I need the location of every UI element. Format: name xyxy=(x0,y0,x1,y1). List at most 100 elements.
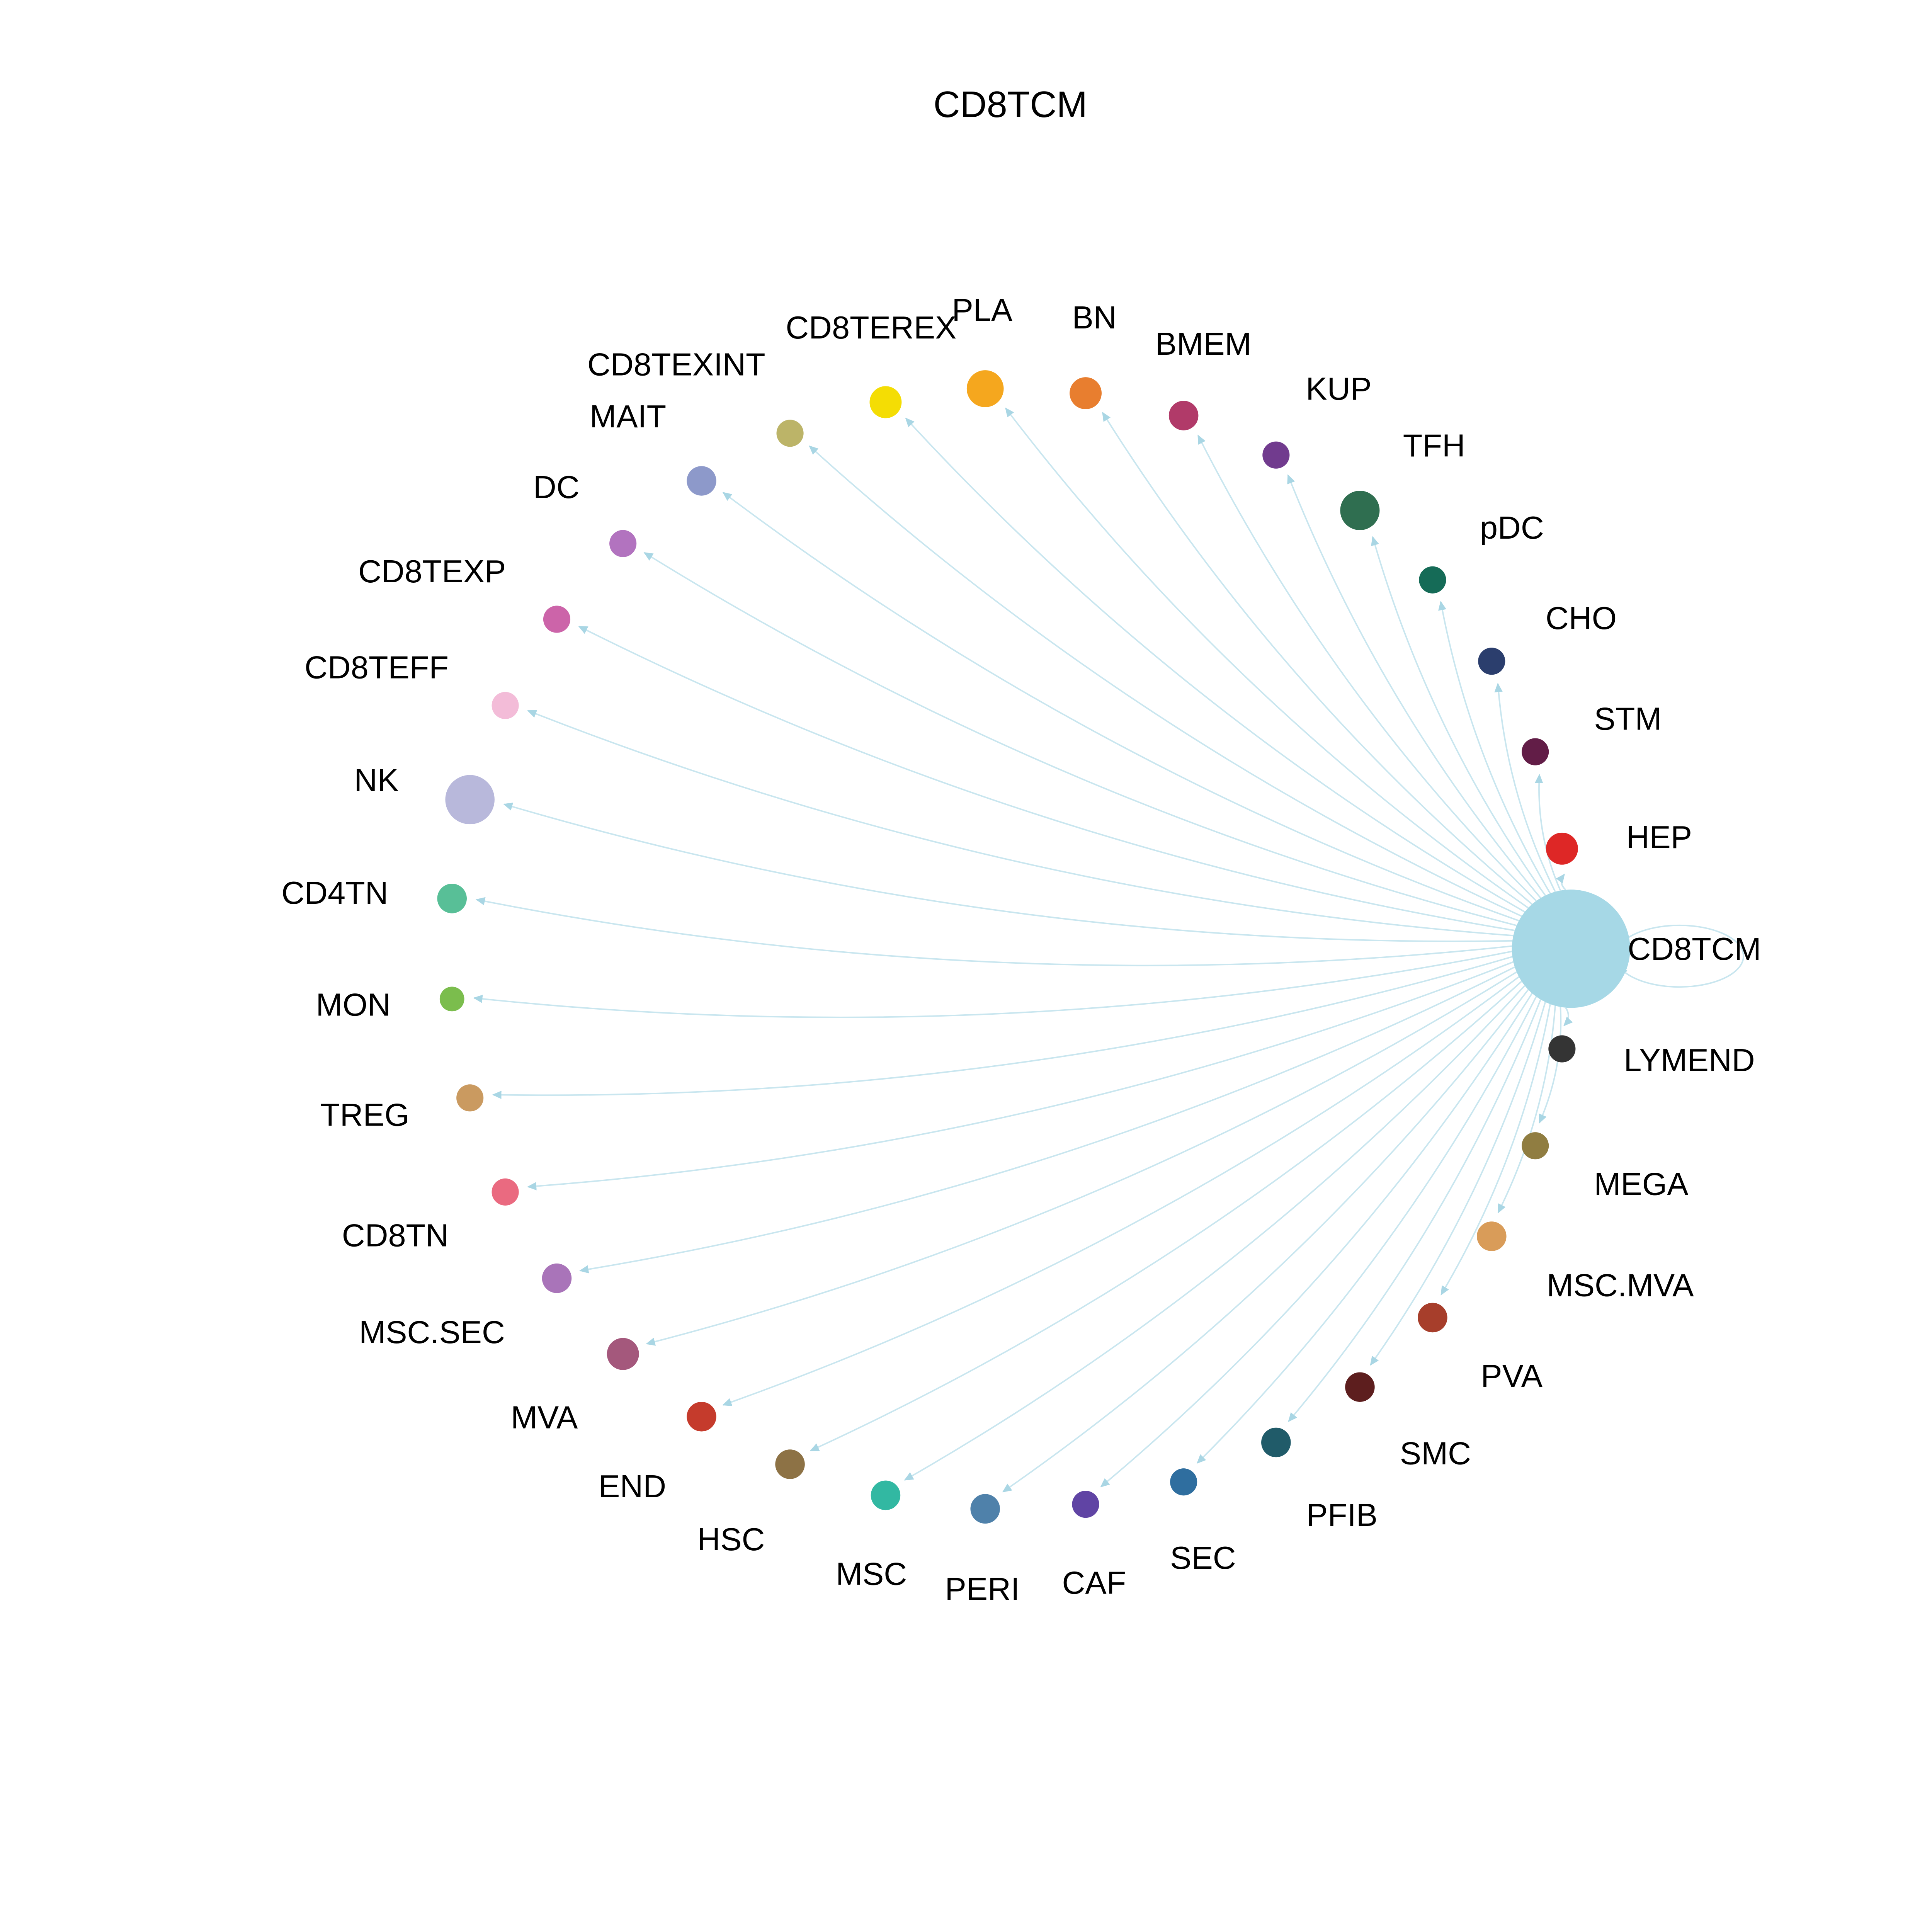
node-label-TFH: TFH xyxy=(1403,427,1465,463)
node-label-CD8TEFF: CD8TEFF xyxy=(304,649,449,685)
edge-CD8TCM-to-STM xyxy=(1535,774,1561,891)
node-label-SMC: SMC xyxy=(1400,1435,1471,1471)
node-label-MSC: MSC xyxy=(836,1556,907,1592)
node-label-MAIT: MAIT xyxy=(590,398,666,434)
edge-CD8TCM-to-MVA xyxy=(646,971,1517,1346)
node-CD8TEREX xyxy=(869,386,902,418)
node-label-CD8TEXINT: CD8TEXINT xyxy=(587,347,765,383)
node-CAF xyxy=(1072,1491,1099,1518)
node-label-NK: NK xyxy=(354,762,399,798)
node-SMC xyxy=(1345,1372,1375,1402)
node-pDC xyxy=(1419,566,1446,594)
node-label-BMEM: BMEM xyxy=(1155,326,1252,362)
node-MAIT xyxy=(687,466,716,496)
node-label-STM: STM xyxy=(1594,701,1662,736)
node-label-CD8TEREX: CD8TEREX xyxy=(786,310,956,345)
node-CD8TEXINT xyxy=(776,420,804,447)
node-label-MSC.MVA: MSC.MVA xyxy=(1547,1267,1694,1303)
node-label-PFIB: PFIB xyxy=(1306,1497,1378,1533)
node-MON xyxy=(439,986,464,1012)
edge-CD8TCM-to-END xyxy=(722,976,1520,1406)
node-label-BN: BN xyxy=(1072,299,1117,335)
edge-CD8TCM-to-BN xyxy=(1102,412,1533,905)
node-MSC xyxy=(871,1480,901,1510)
edge-CD8TCM-to-CD4TN xyxy=(475,897,1512,966)
edge-CD8TCM-to-CAF xyxy=(1100,993,1533,1488)
edge-CD8TCM-to-CD8TEXP xyxy=(578,626,1515,931)
node-layer xyxy=(437,370,1630,1524)
edge-layer xyxy=(473,407,1744,1493)
node-CD8TEFF xyxy=(492,692,519,719)
node-CD8TN xyxy=(492,1178,519,1206)
edge-CD8TCM-to-KUP xyxy=(1287,474,1541,899)
edge-CD8TCM-to-TFH xyxy=(1371,536,1546,896)
edge-CD8TCM-to-pDC xyxy=(1438,600,1551,894)
edge-CD8TCM-to-TREG xyxy=(492,956,1513,1099)
node-label-HEP: HEP xyxy=(1626,819,1692,855)
edge-CD8TCM-to-BMEM xyxy=(1197,434,1537,901)
edge-CD8TCM-to-PLA xyxy=(1005,407,1529,909)
node-label-CD8TEXP: CD8TEXP xyxy=(358,553,506,589)
node-label-HSC: HSC xyxy=(697,1521,765,1557)
node-HEP xyxy=(1546,832,1578,865)
node-DC xyxy=(609,530,637,557)
node-BMEM xyxy=(1168,401,1199,430)
node-TFH xyxy=(1340,490,1380,531)
node-label-KUP: KUP xyxy=(1306,371,1371,406)
node-MSC.MVA xyxy=(1477,1221,1507,1251)
edge-CD8TCM-to-MAIT xyxy=(722,492,1519,922)
node-label-PERI: PERI xyxy=(945,1571,1020,1607)
node-label-END: END xyxy=(599,1468,666,1504)
node-label-MEGA: MEGA xyxy=(1594,1166,1689,1202)
node-label-MSC.SEC: MSC.SEC xyxy=(359,1314,505,1350)
node-label-PVA: PVA xyxy=(1481,1358,1543,1394)
edge-CD8TCM-to-LYMEND xyxy=(1563,1007,1573,1027)
edge-CD8TCM-to-PFIB xyxy=(1288,999,1541,1422)
node-label-TREG: TREG xyxy=(320,1097,409,1133)
label-layer: CD8TCM HEP STM CHO pDC TFH KUP BMEM BN PLACD8TERE… xyxy=(281,292,1761,1607)
node-MSC.SEC xyxy=(542,1263,572,1293)
node-label-CD8TCM: CD8TCM xyxy=(1628,931,1761,967)
edge-CD8TCM-to-MON xyxy=(473,951,1512,1018)
chart-title: CD8TCM xyxy=(934,84,1088,125)
edge-CD8TCM-to-CD8TEXINT xyxy=(809,445,1522,917)
node-label-MON: MON xyxy=(316,986,391,1022)
node-SEC xyxy=(1170,1468,1197,1496)
node-CD8TEXP xyxy=(543,605,571,633)
edge-CD8TCM-to-MSC.SEC xyxy=(579,966,1515,1274)
node-STM xyxy=(1522,738,1549,765)
node-PFIB xyxy=(1261,1427,1291,1458)
edge-CD8TCM-to-MSC xyxy=(904,985,1526,1481)
node-MVA xyxy=(607,1338,639,1370)
node-label-DC: DC xyxy=(533,469,580,505)
node-LYMEND xyxy=(1548,1035,1576,1063)
node-label-MVA: MVA xyxy=(511,1399,578,1435)
edge-CD8TCM-to-CD8TEFF xyxy=(527,710,1514,937)
edge-CD8TCM-to-HSC xyxy=(810,981,1522,1452)
node-label-PLA: PLA xyxy=(952,292,1012,328)
node-HSC xyxy=(775,1449,805,1479)
node-CHO xyxy=(1478,648,1505,675)
edge-CD8TCM-to-PVA xyxy=(1440,1004,1551,1296)
node-label-CD4TN: CD4TN xyxy=(281,875,388,911)
edge-CD8TCM-to-DC xyxy=(643,552,1517,927)
node-PERI xyxy=(970,1494,1000,1524)
node-label-CAF: CAF xyxy=(1062,1565,1126,1600)
node-BN xyxy=(1070,377,1102,410)
edge-CD8TCM-to-CHO xyxy=(1494,682,1556,892)
node-label-pDC: pDC xyxy=(1480,510,1544,546)
node-CD8TCM xyxy=(1512,889,1630,1008)
edge-CD8TCM-to-CD8TEREX xyxy=(905,417,1525,913)
node-label-SEC: SEC xyxy=(1170,1540,1236,1576)
edge-CD8TCM-to-MEGA xyxy=(1539,1007,1562,1124)
node-PVA xyxy=(1418,1303,1447,1333)
node-label-CD8TN: CD8TN xyxy=(342,1218,449,1253)
edge-CD8TCM-to-NK xyxy=(503,803,1513,942)
node-label-CHO: CHO xyxy=(1546,600,1617,636)
node-label-LYMEND: LYMEND xyxy=(1624,1042,1755,1078)
self-loop-edge-CD8TCM xyxy=(1618,924,1744,988)
node-CD4TN xyxy=(437,884,467,913)
node-END xyxy=(687,1401,716,1432)
